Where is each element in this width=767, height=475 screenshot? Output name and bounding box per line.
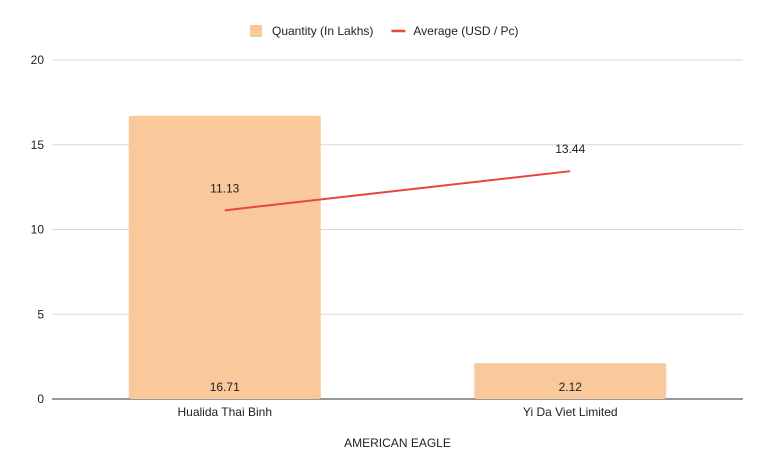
legend: Quantity (In Lakhs) Average (USD / Pc) <box>250 24 519 38</box>
x-axis-ticks: Hualida Thai Binh Yi Da Viet Limited <box>177 405 617 419</box>
legend-label: Average (USD / Pc) <box>413 24 518 38</box>
bar-data-label: 2.12 <box>559 380 583 394</box>
bar-data-label: 16.71 <box>210 380 240 394</box>
line-data-label: 11.13 <box>210 181 239 195</box>
bar-2 <box>474 363 667 399</box>
y-tick-label: 0 <box>37 392 44 406</box>
line-series <box>224 170 571 212</box>
legend-label: Quantity (In Lakhs) <box>272 24 373 38</box>
y-tick-label: 10 <box>31 223 45 237</box>
y-tick-label: 15 <box>31 138 45 152</box>
legend-item[interactable]: Quantity (In Lakhs) <box>250 24 373 38</box>
x-tick-label: Yi Da Viet Limited <box>523 405 618 419</box>
x-axis-title: AMERICAN EAGLE <box>344 436 451 450</box>
legend-item[interactable]: Average (USD / Pc) <box>391 24 519 38</box>
bar-series <box>128 115 667 399</box>
line-data-label: 13.44 <box>555 142 585 156</box>
y-tick-label: 20 <box>31 53 45 67</box>
bar-1 <box>128 115 321 399</box>
y-axis-ticks: 0 5 10 15 20 <box>31 53 45 406</box>
y-tick-label: 5 <box>37 307 44 321</box>
legend-swatch <box>250 25 262 37</box>
data-labels: 16.71 2.12 11.13 13.44 <box>210 142 586 394</box>
x-tick-label: Hualida Thai Binh <box>177 405 272 419</box>
average-line <box>224 170 571 212</box>
